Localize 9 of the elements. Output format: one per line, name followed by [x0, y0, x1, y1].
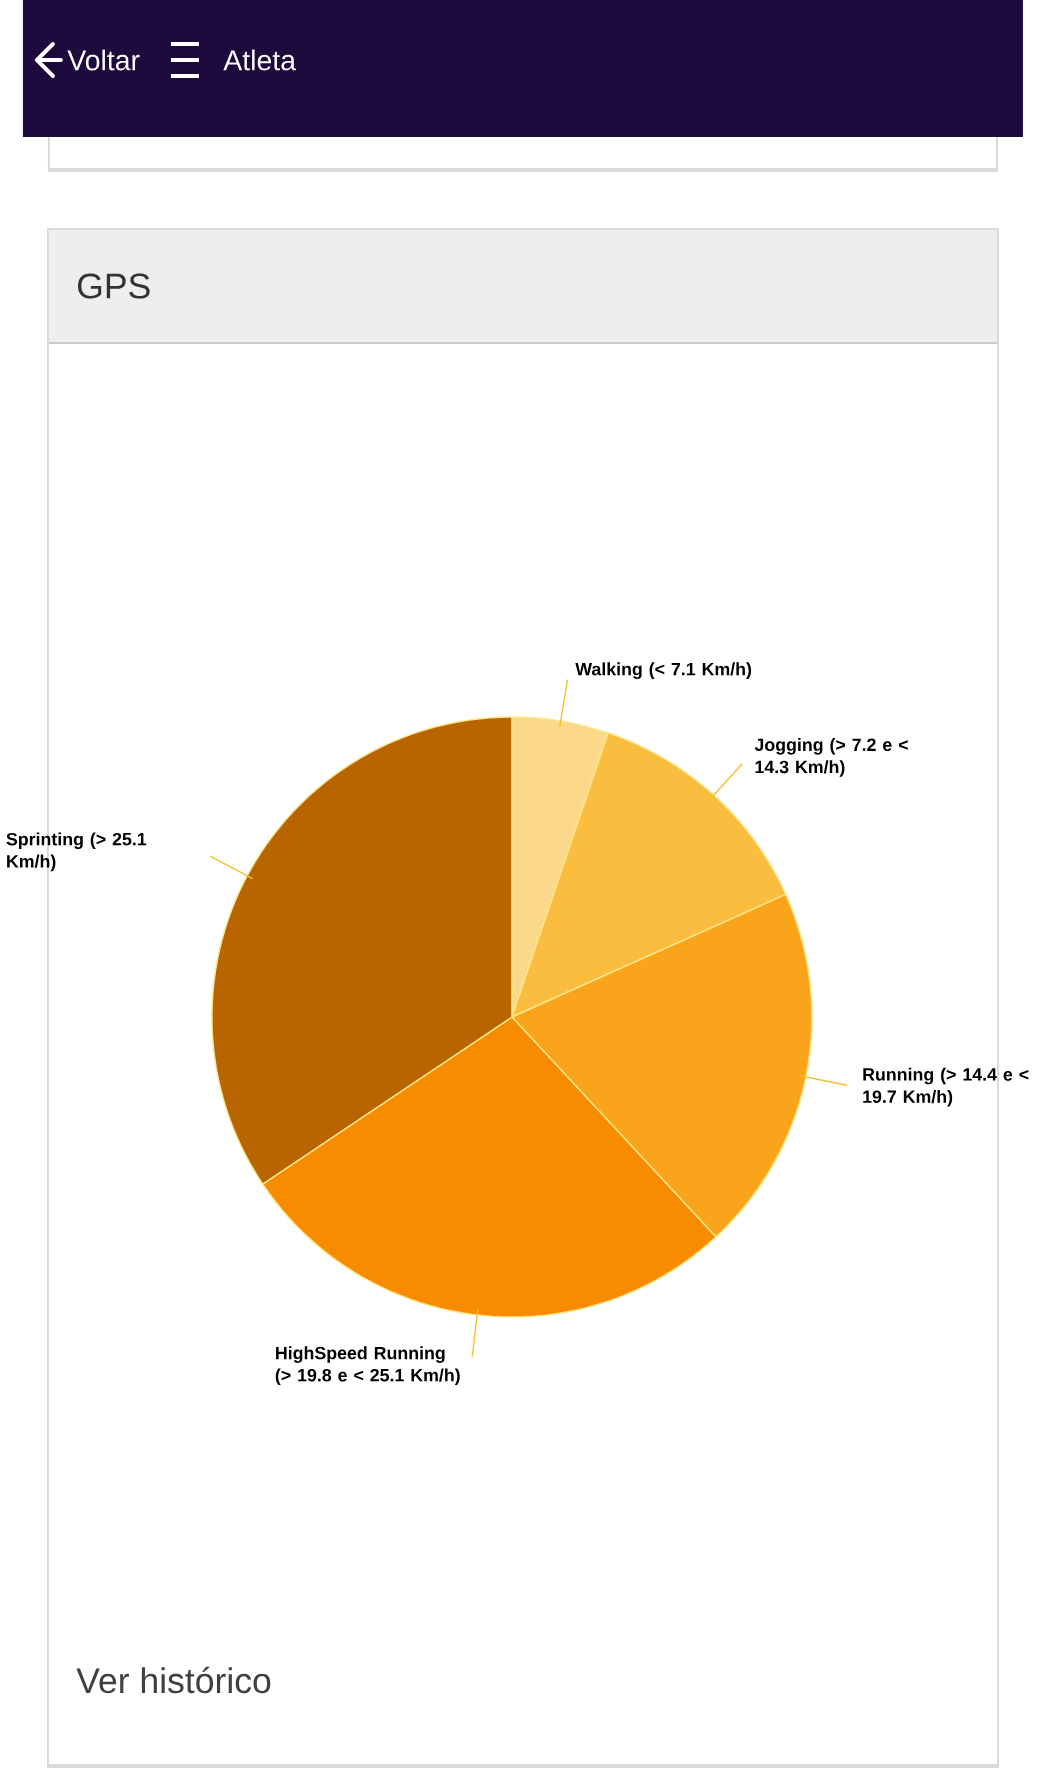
text: Ver histórico [76, 1666, 271, 1694]
text: Atleta [223, 49, 296, 71]
slice-label: Jogging (> 7.2 e < 14.3 Km/h) [754, 738, 908, 777]
slice-label: HighSpeed Running (> 19.8 e < 25.1 Km/h) [275, 1346, 460, 1386]
text: Voltar [67, 49, 140, 71]
slice-label: Walking (< 7.1 Km/h) [575, 662, 752, 679]
slice-label: Sprinting (> 25.1 Km/h) [6, 832, 147, 872]
slice-label: Running (> 14.4 e < 19.7 Km/h) [863, 1067, 1029, 1107]
chart-title: GPS [77, 273, 150, 299]
